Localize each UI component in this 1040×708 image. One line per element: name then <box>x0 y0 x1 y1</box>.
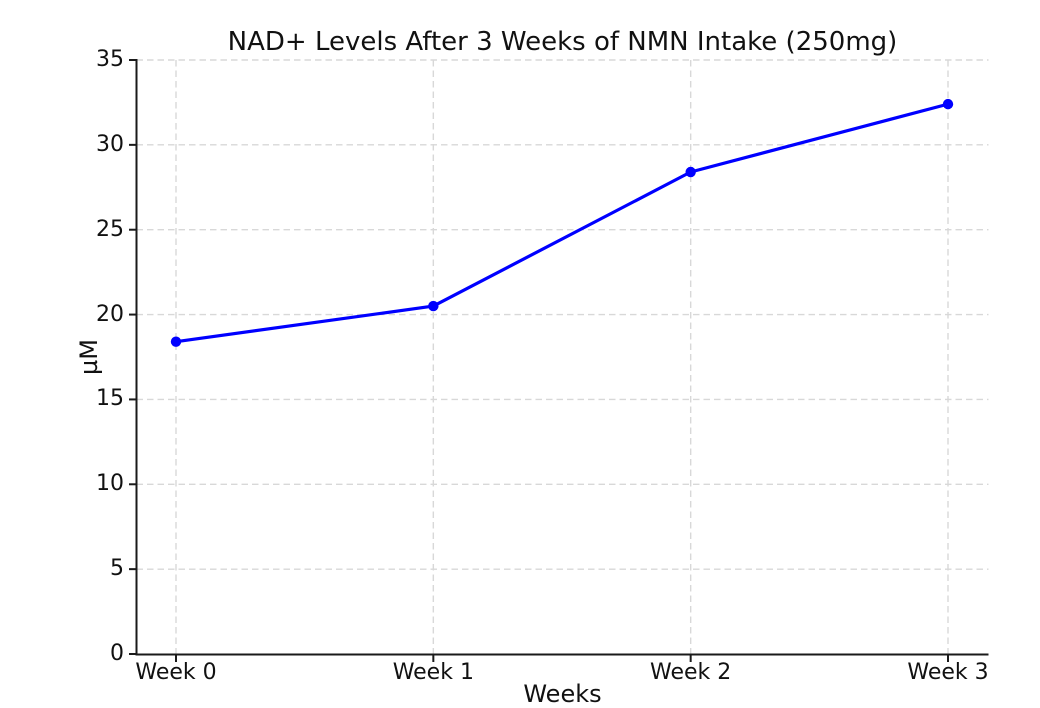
data-line <box>174 102 950 344</box>
chart-title: NAD+ Levels After 3 Weeks of NMN Intake … <box>227 27 898 57</box>
y-tick-label: 30 <box>96 131 124 157</box>
x-tick-label: Week 0 <box>135 660 217 685</box>
x-tick-label: Week 3 <box>907 660 989 685</box>
x-tick-label: Week 2 <box>650 660 732 685</box>
x-tick-label: Week 1 <box>392 660 474 685</box>
y-tick-label: 35 <box>96 47 124 72</box>
data-point <box>428 300 439 312</box>
y-axis-label: µM <box>75 339 103 375</box>
y-tick-label: 5 <box>110 556 124 582</box>
x-axis-label: Weeks <box>523 680 602 708</box>
data-point <box>170 336 182 347</box>
y-tick-label: 25 <box>96 216 124 242</box>
data-point <box>942 98 954 110</box>
data-point <box>685 166 696 178</box>
y-tick-label: 10 <box>96 471 124 497</box>
y-tick-label: 15 <box>96 386 124 412</box>
y-tick-label: 0 <box>110 641 124 666</box>
y-tick-label: 20 <box>96 301 124 327</box>
